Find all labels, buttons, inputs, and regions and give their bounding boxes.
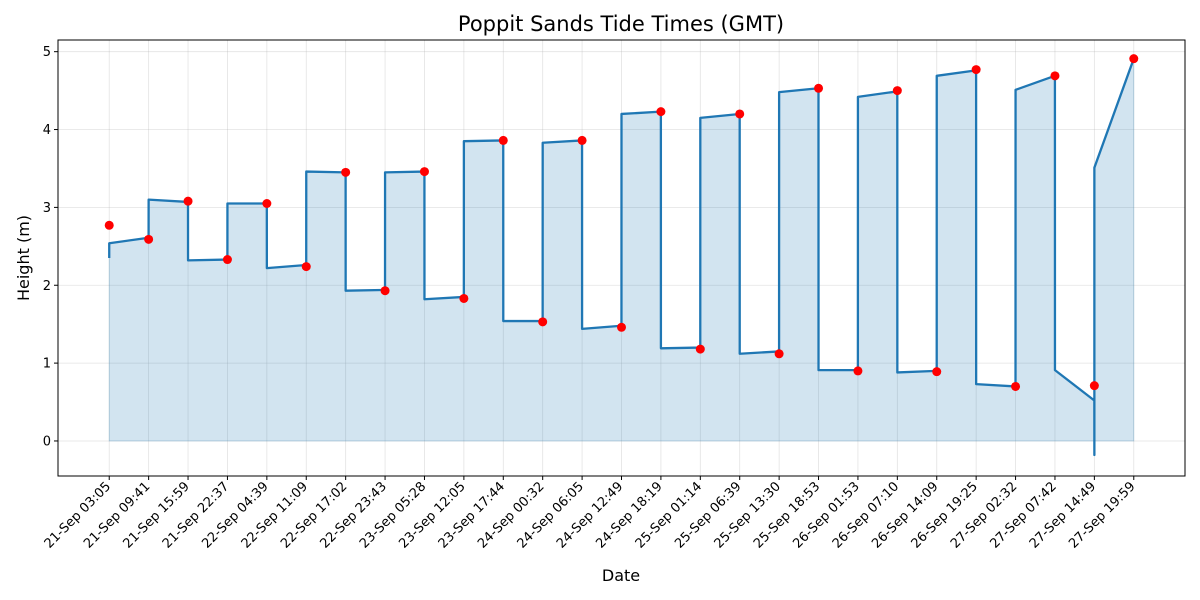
tide-marker: [341, 167, 351, 177]
tide-marker: [1011, 381, 1021, 391]
tide-marker: [222, 255, 232, 265]
tide-marker: [892, 86, 902, 96]
tide-marker: [695, 344, 705, 354]
tide-markers: [104, 54, 1139, 391]
y-axis: 0 1 2 3 4 5: [43, 45, 58, 449]
tide-marker: [853, 366, 863, 376]
tide-marker: [262, 199, 272, 208]
tide-marker: [104, 220, 114, 230]
y-tick-label: 0: [43, 434, 51, 449]
y-axis-label: Height (m): [14, 215, 33, 301]
tide-marker: [459, 293, 469, 303]
tide-marker: [971, 65, 981, 75]
chart-title: Poppit Sands Tide Times (GMT): [458, 12, 784, 36]
x-tick-label: 21-Sep 03:05: [42, 479, 114, 551]
tide-marker: [774, 349, 784, 359]
tide-marker: [577, 135, 587, 145]
tide-marker: [183, 196, 193, 206]
tide-marker: [1050, 71, 1060, 81]
tide-curve-line: [108, 58, 1135, 457]
y-tick-label: 2: [43, 279, 51, 294]
tide-marker: [932, 367, 942, 377]
tide-marker: [380, 286, 390, 296]
y-tick-label: 3: [43, 201, 51, 216]
tide-marker: [814, 83, 824, 93]
tide-marker: [419, 167, 429, 177]
y-tick-label: 4: [43, 123, 51, 138]
x-axis-label: Date: [602, 566, 640, 585]
tide-marker: [301, 262, 311, 272]
tide-marker: [1089, 381, 1099, 391]
tide-marker: [538, 317, 548, 327]
tide-marker: [735, 109, 745, 119]
tide-marker: [656, 107, 666, 117]
tide-marker: [617, 322, 626, 332]
tide-marker: [1129, 54, 1139, 64]
tide-marker: [498, 135, 508, 145]
tide-marker: [144, 234, 154, 244]
y-tick-label: 5: [43, 45, 51, 60]
y-tick-label: 1: [43, 357, 51, 372]
